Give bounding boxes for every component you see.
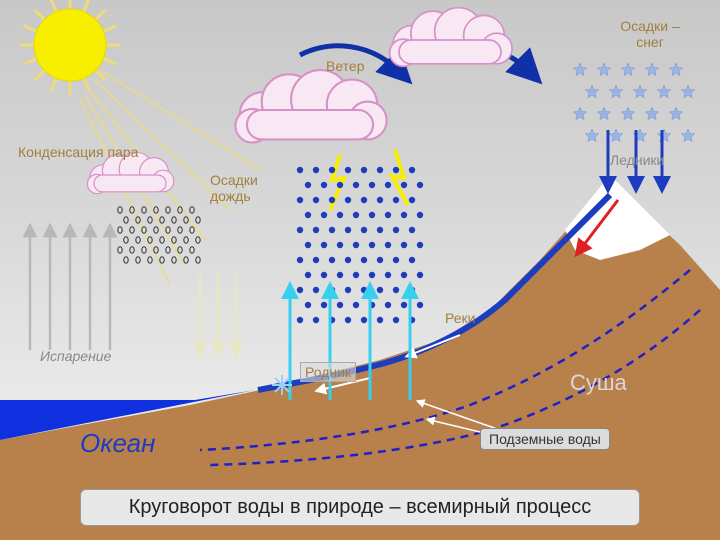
- rain-small: [118, 207, 200, 263]
- label-ocean: Океан: [80, 428, 155, 459]
- snow-stars: [573, 63, 694, 142]
- water-cycle-diagram: [0, 0, 720, 540]
- evaporation-arrows: [30, 230, 110, 350]
- label-wind: Ветер: [326, 58, 365, 74]
- clouds: [87, 8, 512, 194]
- label-snow: Осадки – снег: [605, 18, 695, 50]
- label-spring: Родник: [300, 362, 356, 382]
- vapor-arrows: [200, 275, 236, 350]
- sun-icon: [20, 0, 120, 95]
- label-rain: Осадки дождь: [210, 172, 280, 204]
- rain-big: [297, 167, 423, 323]
- title-bar: Круговорот воды в природе – всемирный пр…: [80, 489, 640, 526]
- label-evaporation: Испарение: [40, 348, 111, 364]
- spring-star-icon: [272, 375, 292, 395]
- label-groundwater: Подземные воды: [480, 428, 610, 450]
- label-rivers: Реки: [445, 310, 475, 326]
- label-land: Суша: [570, 370, 627, 396]
- label-glaciers: Ледники: [610, 152, 664, 168]
- label-condensation: Конденсация пара: [18, 144, 138, 160]
